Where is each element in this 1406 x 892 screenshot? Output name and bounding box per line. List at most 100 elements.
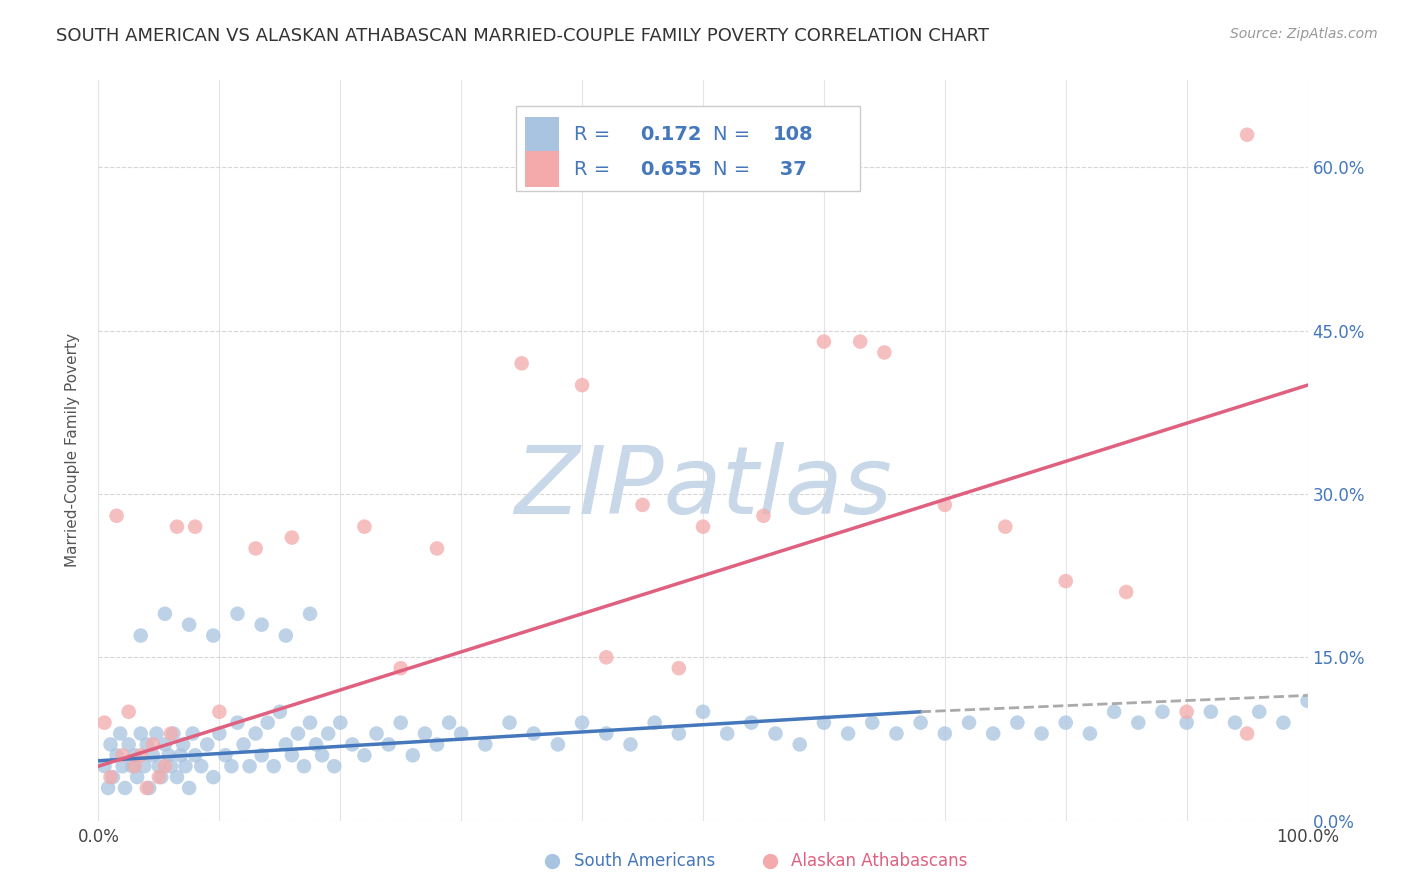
Point bbox=[250, 748, 273, 763]
Point bbox=[114, 780, 136, 795]
FancyBboxPatch shape bbox=[526, 152, 560, 187]
Text: SOUTH AMERICAN VS ALASKAN ATHABASCAN MARRIED-COUPLE FAMILY POVERTY CORRELATION C: SOUTH AMERICAN VS ALASKAN ATHABASCAN MAR… bbox=[56, 27, 990, 45]
Point bbox=[510, 356, 533, 370]
Point bbox=[118, 738, 141, 752]
Point bbox=[366, 726, 388, 740]
Point bbox=[1272, 715, 1295, 730]
Text: 108: 108 bbox=[773, 125, 814, 144]
Point bbox=[281, 748, 304, 763]
Point bbox=[208, 705, 231, 719]
Text: Alaskan Athabascans: Alaskan Athabascans bbox=[792, 853, 967, 871]
Point bbox=[305, 738, 328, 752]
Text: ZIPatlas: ZIPatlas bbox=[515, 442, 891, 533]
Point bbox=[184, 519, 207, 533]
Point bbox=[239, 759, 262, 773]
Point bbox=[105, 508, 128, 523]
Point bbox=[323, 759, 346, 773]
Point bbox=[145, 726, 167, 740]
Point bbox=[179, 617, 201, 632]
Point bbox=[934, 498, 956, 512]
Point bbox=[245, 726, 267, 740]
Point bbox=[208, 726, 231, 740]
Point bbox=[631, 498, 654, 512]
Point bbox=[353, 519, 375, 533]
Point bbox=[1031, 726, 1053, 740]
Point bbox=[153, 759, 176, 773]
Point bbox=[1223, 715, 1246, 730]
Point bbox=[142, 738, 165, 752]
Point bbox=[166, 519, 188, 533]
Point bbox=[124, 748, 146, 763]
Point bbox=[181, 726, 204, 740]
Point bbox=[127, 770, 149, 784]
Point bbox=[353, 748, 375, 763]
Point bbox=[160, 759, 183, 773]
Point bbox=[153, 607, 176, 621]
Point bbox=[108, 726, 131, 740]
Point bbox=[910, 715, 932, 730]
Point bbox=[111, 748, 134, 763]
FancyBboxPatch shape bbox=[516, 106, 860, 191]
Point bbox=[184, 748, 207, 763]
Point bbox=[129, 628, 152, 642]
Point bbox=[138, 780, 160, 795]
Point bbox=[135, 738, 157, 752]
Point bbox=[129, 726, 152, 740]
Point bbox=[692, 519, 714, 533]
Point bbox=[226, 715, 249, 730]
Point bbox=[1007, 715, 1029, 730]
Point bbox=[169, 748, 191, 763]
Point bbox=[758, 873, 780, 888]
Point bbox=[226, 607, 249, 621]
Point bbox=[202, 628, 225, 642]
Point bbox=[1296, 694, 1319, 708]
Point bbox=[1102, 705, 1125, 719]
Point bbox=[174, 759, 197, 773]
Text: South Americans: South Americans bbox=[574, 853, 714, 871]
Point bbox=[256, 715, 278, 730]
Point bbox=[813, 334, 835, 349]
Point bbox=[981, 726, 1004, 740]
Point bbox=[389, 661, 412, 675]
Point bbox=[160, 726, 183, 740]
Point bbox=[498, 715, 520, 730]
Point bbox=[97, 780, 120, 795]
Point bbox=[389, 715, 412, 730]
Point bbox=[214, 748, 236, 763]
Point bbox=[1152, 705, 1174, 719]
Point bbox=[195, 738, 218, 752]
Point bbox=[172, 738, 194, 752]
Point bbox=[716, 726, 738, 740]
Point bbox=[166, 770, 188, 784]
Text: N =: N = bbox=[713, 160, 756, 178]
Point bbox=[292, 759, 315, 773]
Point bbox=[437, 715, 460, 730]
Point bbox=[402, 748, 425, 763]
Point bbox=[752, 508, 775, 523]
Point bbox=[1054, 715, 1077, 730]
Point bbox=[134, 759, 156, 773]
Point bbox=[263, 759, 285, 773]
Point bbox=[595, 650, 617, 665]
Point bbox=[118, 705, 141, 719]
Point bbox=[202, 770, 225, 784]
Point bbox=[1078, 726, 1101, 740]
Point bbox=[287, 726, 309, 740]
Point bbox=[93, 759, 115, 773]
Point bbox=[121, 759, 143, 773]
Point bbox=[316, 726, 339, 740]
Point bbox=[813, 715, 835, 730]
Text: R =: R = bbox=[574, 160, 616, 178]
Point bbox=[595, 726, 617, 740]
Point bbox=[765, 726, 787, 740]
Point bbox=[886, 726, 908, 740]
Point bbox=[179, 780, 201, 795]
Point bbox=[162, 726, 184, 740]
Point bbox=[100, 770, 122, 784]
Point bbox=[668, 726, 690, 740]
Point bbox=[250, 617, 273, 632]
Point bbox=[129, 748, 152, 763]
FancyBboxPatch shape bbox=[526, 117, 560, 153]
Point bbox=[1054, 574, 1077, 588]
Point bbox=[299, 715, 322, 730]
